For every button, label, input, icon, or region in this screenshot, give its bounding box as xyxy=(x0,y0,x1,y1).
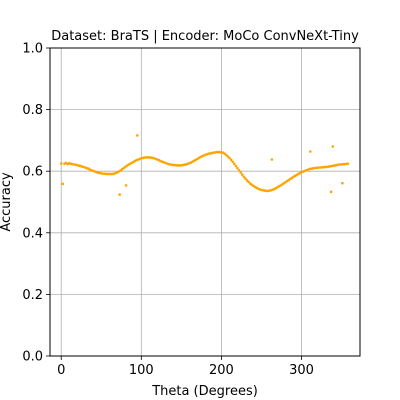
data-point xyxy=(244,177,247,180)
data-point xyxy=(245,179,249,182)
data-point xyxy=(118,193,121,196)
y-tick-label: 1.0 xyxy=(22,42,43,57)
y-tick-label: 0.4 xyxy=(22,226,43,241)
data-point xyxy=(341,181,344,185)
y-axis-label: Accuracy xyxy=(0,172,14,232)
data-point xyxy=(229,158,233,162)
data-point xyxy=(270,158,274,161)
plot-area-frame xyxy=(49,47,361,357)
axis-ticks: 0 100 200 300 0.0 0.2 0.4 0.6 0.8 1.0 xyxy=(22,42,314,379)
x-tick-label: 300 xyxy=(289,363,314,378)
y-tick-label: 0.6 xyxy=(22,165,43,180)
data-point xyxy=(242,175,246,179)
data-point xyxy=(346,162,350,166)
data-point xyxy=(224,153,228,157)
data-point xyxy=(309,150,312,153)
data-point xyxy=(239,171,242,174)
data-point xyxy=(247,180,250,184)
y-tick-label: 0.8 xyxy=(22,103,43,118)
data-point xyxy=(61,182,65,186)
y-tick-label: 0.0 xyxy=(22,350,43,365)
data-point xyxy=(231,160,234,163)
y-tick-label: 0.2 xyxy=(22,288,43,303)
data-point xyxy=(228,156,231,160)
data-point xyxy=(236,166,239,170)
data-point xyxy=(329,190,333,194)
data-points xyxy=(59,134,350,196)
data-point xyxy=(124,184,128,187)
data-point xyxy=(240,173,244,176)
data-point xyxy=(234,164,238,168)
x-tick-label: 100 xyxy=(129,363,154,378)
data-point xyxy=(59,162,63,165)
data-point xyxy=(237,168,241,172)
x-tick-label: 0 xyxy=(57,363,65,378)
data-point xyxy=(226,155,230,158)
data-point xyxy=(331,145,335,148)
data-point xyxy=(232,162,236,166)
chart-title: Dataset: BraTS | Encoder: MoCo ConvNeXt-… xyxy=(51,29,359,44)
x-tick-label: 200 xyxy=(209,363,234,378)
data-point xyxy=(136,134,139,137)
x-axis-label: Theta (Degrees) xyxy=(151,384,258,399)
